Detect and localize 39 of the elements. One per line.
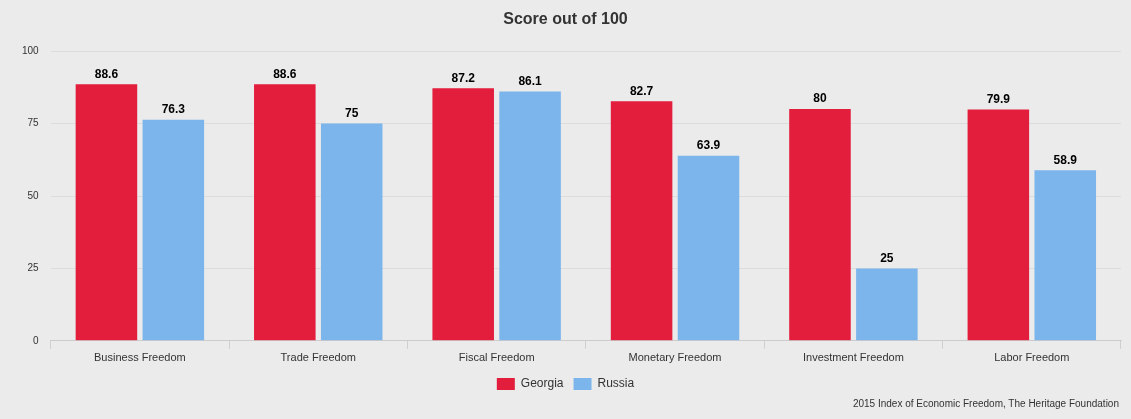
bar — [1034, 170, 1097, 341]
data-label: 86.1 — [518, 73, 543, 88]
data-label: 63.9 — [696, 138, 721, 153]
bar — [499, 91, 561, 341]
bar — [856, 268, 918, 341]
data-label: 82.7 — [629, 83, 654, 98]
y-tick-label: 100 — [22, 44, 40, 56]
bar — [967, 109, 1030, 341]
y-tick-label: 0 — [33, 334, 40, 346]
y-tick-label: 50 — [27, 189, 40, 201]
x-tick-label: Labor Freedom — [994, 351, 1070, 364]
bar — [610, 101, 673, 341]
data-label: 79.9 — [986, 91, 1011, 106]
data-label: 88.6 — [94, 66, 119, 81]
x-tick-label: Business Freedom — [94, 351, 186, 364]
x-tick-label: Monetary Freedom — [628, 351, 722, 364]
legend-label: Georgia — [520, 376, 564, 391]
data-label: 80 — [813, 91, 827, 106]
y-tick-label: 75 — [27, 117, 40, 129]
y-tick-label: 25 — [27, 262, 40, 274]
bar — [75, 84, 138, 341]
bar — [254, 84, 316, 341]
data-label: 25 — [880, 250, 894, 265]
text: 2015 Index of Economic Freedom, The Heritage Foundation — [852, 398, 1119, 409]
x-tick-label: Trade Freedom — [280, 351, 356, 364]
legend-label: Russia — [597, 376, 635, 391]
x-tick-label: Investment Freedom — [802, 351, 904, 364]
chart-title: Score out of 100 — [503, 10, 628, 28]
bar — [432, 88, 494, 341]
data-label: 88.6 — [273, 66, 297, 81]
bar — [789, 109, 851, 341]
data-label: 75 — [345, 105, 359, 120]
bar — [320, 123, 383, 341]
data-label: 76.3 — [161, 102, 186, 117]
bar — [677, 155, 740, 341]
x-tick-label: Fiscal Freedom — [458, 351, 535, 364]
bar — [142, 119, 205, 341]
data-label: 87.2 — [451, 70, 476, 85]
data-label: 58.9 — [1053, 152, 1078, 167]
